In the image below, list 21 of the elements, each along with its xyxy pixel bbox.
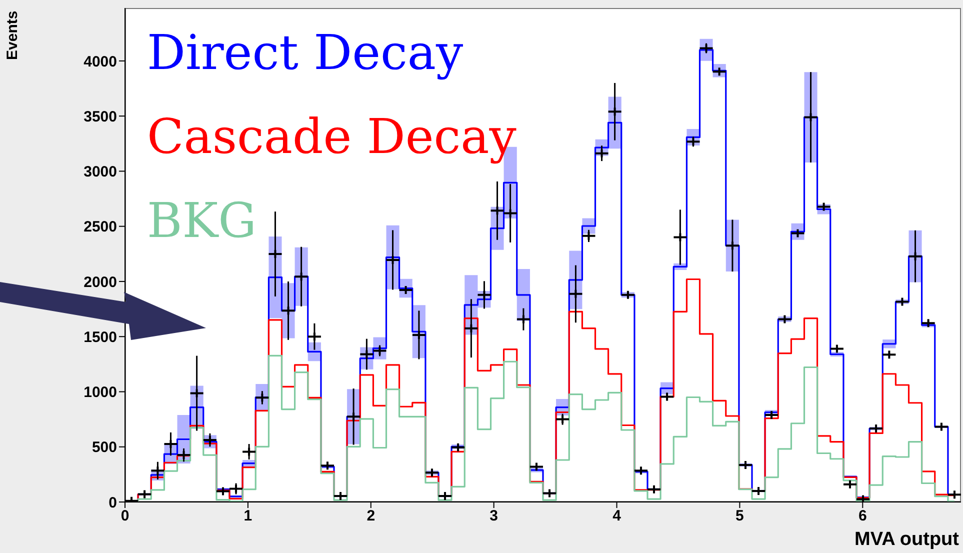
y-tick-label: 2000 [84, 274, 117, 291]
text: BKG [147, 192, 258, 251]
x-tick-label: 6 [858, 508, 867, 525]
x-tick-label: 0 [120, 508, 130, 525]
x-tick-label: 5 [736, 508, 744, 525]
y-tick-label: 0 [108, 494, 117, 512]
y-tick-label: 1500 [84, 328, 117, 346]
y-tick-label: 4000 [84, 53, 117, 70]
y-tick-label: 500 [92, 439, 117, 456]
text: Cascade Decay [147, 108, 516, 167]
y-tick-label: 2500 [84, 218, 117, 236]
text: Direct Decay [147, 24, 464, 83]
x-axis-title: MVA output [854, 529, 959, 551]
y-axis-title: Events [4, 10, 21, 60]
x-tick-label: 1 [244, 508, 252, 525]
x-tick-label: 3 [490, 508, 498, 525]
y-tick-label: 3000 [84, 164, 117, 181]
y-tick-label: 3500 [84, 108, 117, 126]
x-tick-label: 2 [366, 508, 376, 525]
y-tick-label: 1000 [84, 384, 117, 402]
x-tick-label: 4 [612, 508, 622, 525]
